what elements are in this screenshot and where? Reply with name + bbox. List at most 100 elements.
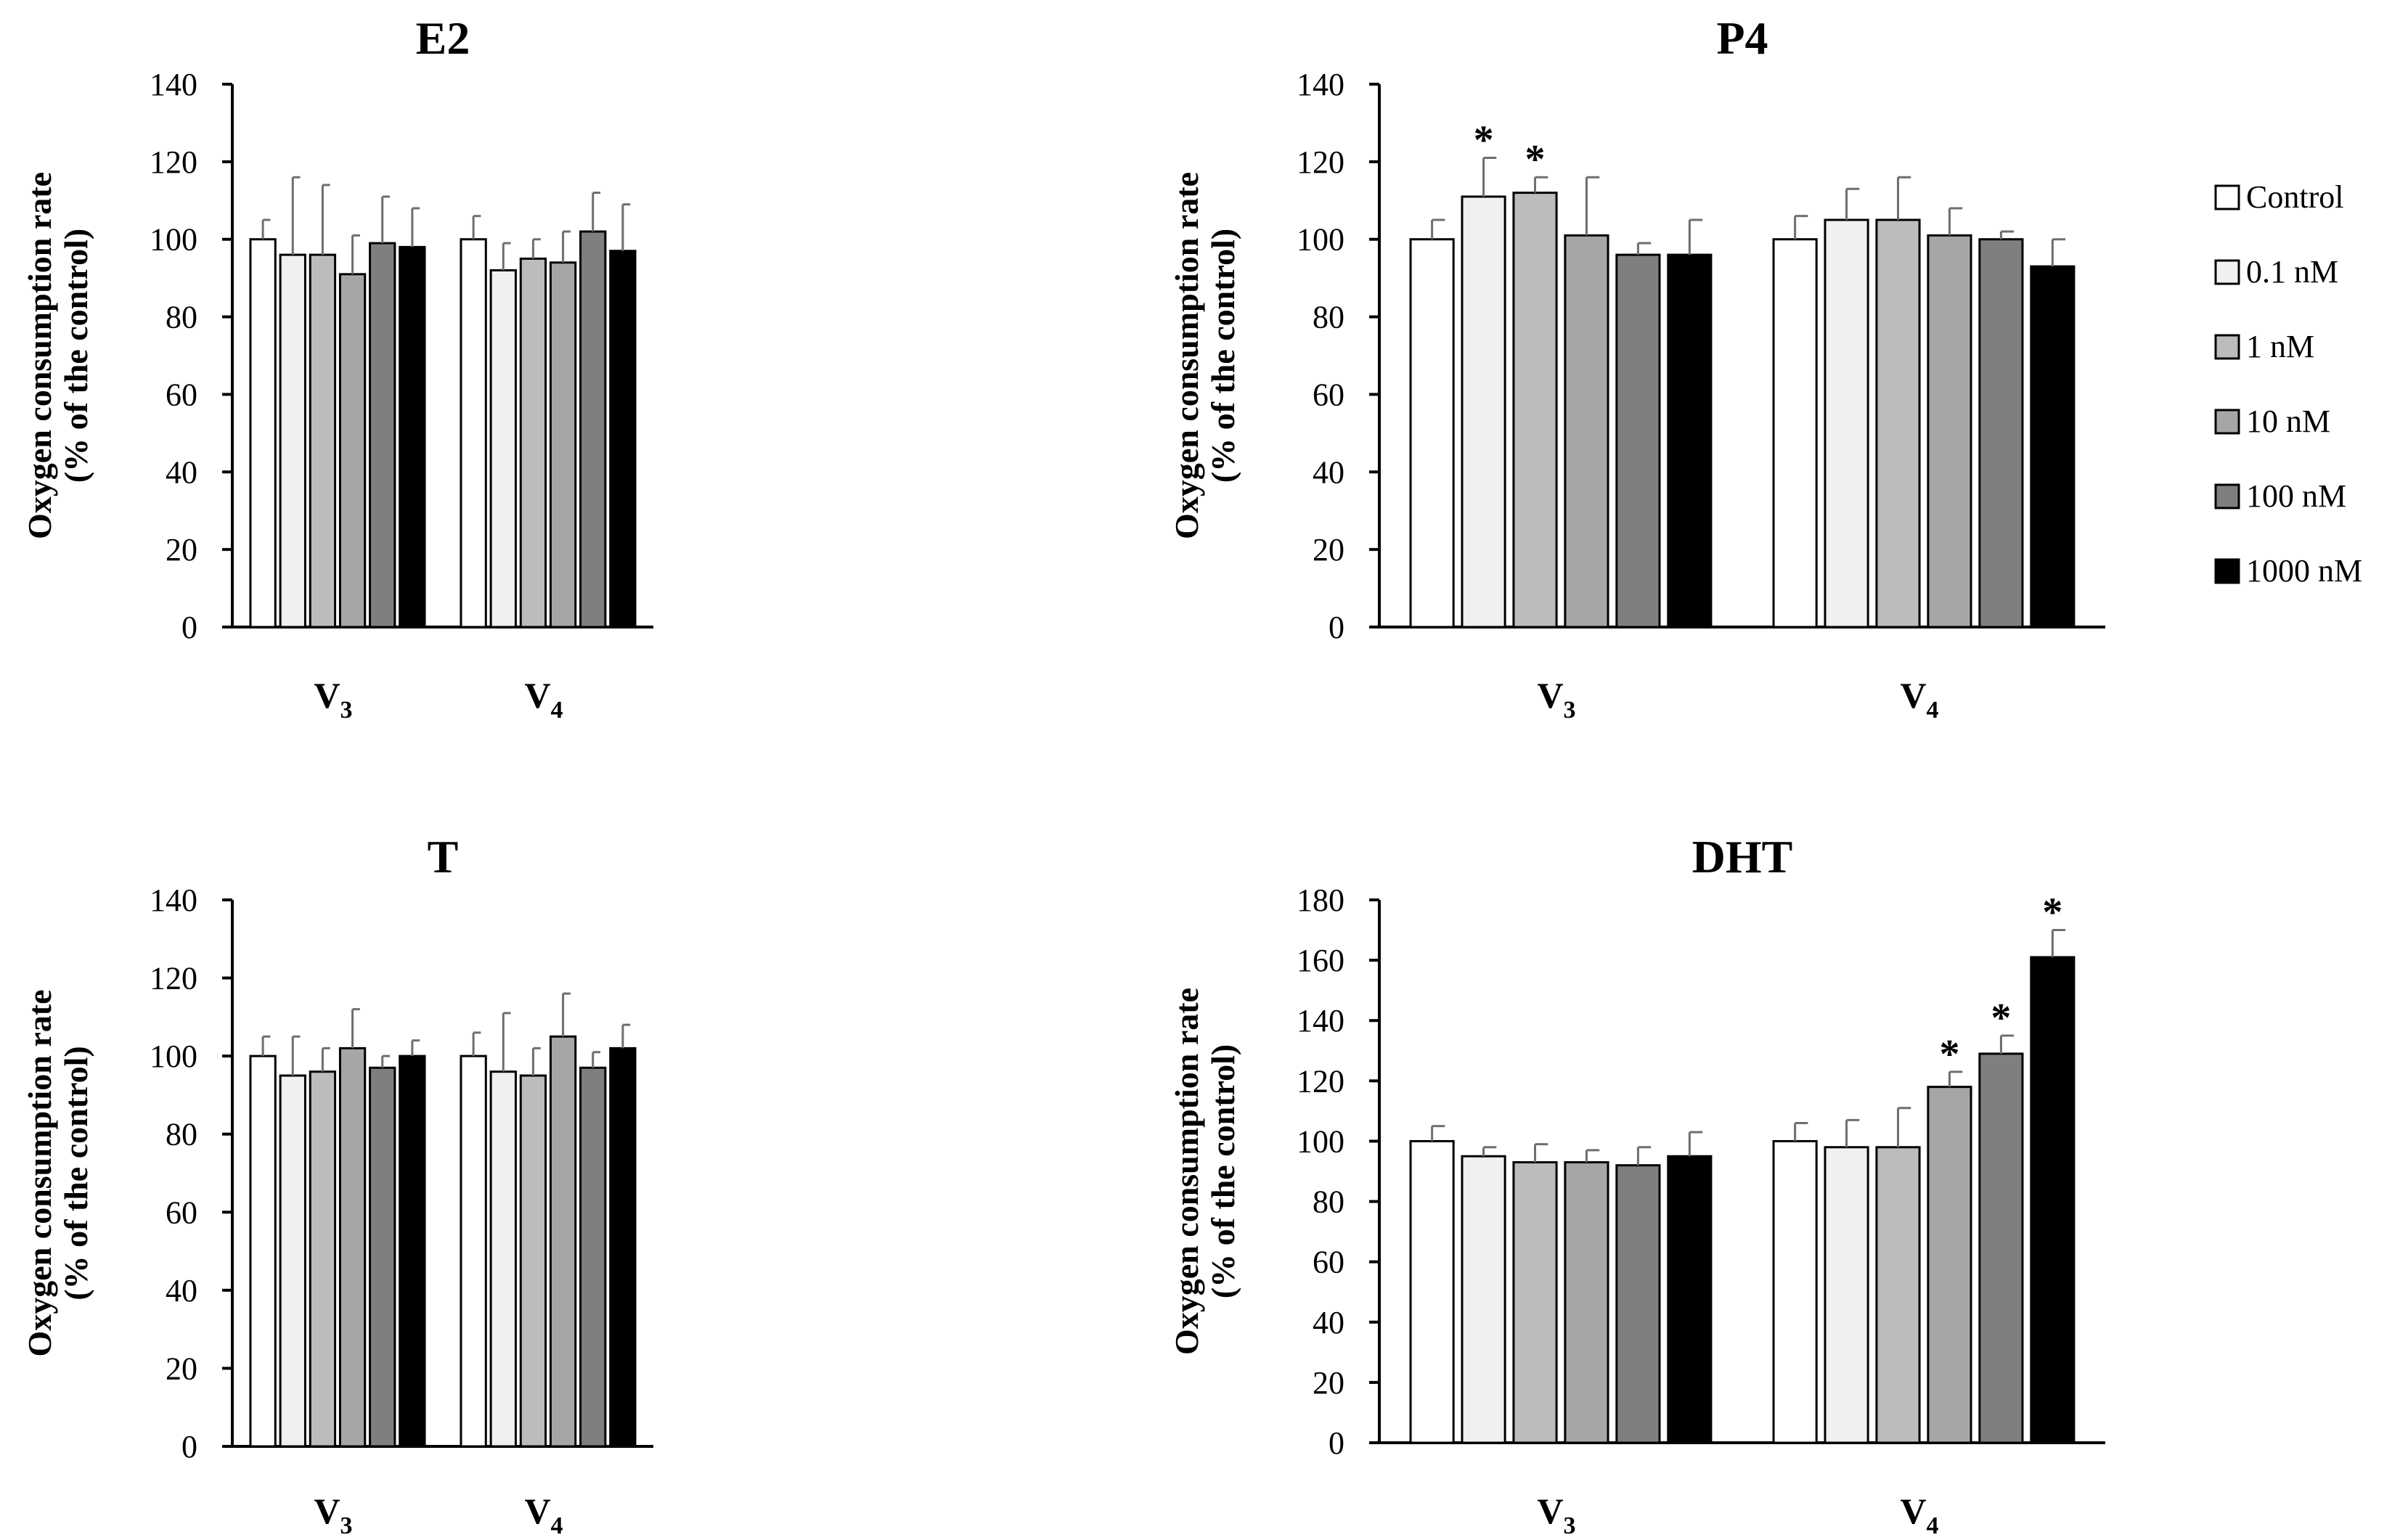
y-axis-label: Oxygen consumption rate (1168, 172, 1205, 539)
chart-title: DHT (1692, 831, 1793, 882)
legend-swatch (2214, 558, 2240, 584)
y-tick-label: 120 (150, 144, 197, 180)
legend-label: 1000 nM (2246, 553, 2362, 589)
y-tick-label: 180 (1297, 882, 1344, 918)
y-tick-label: 80 (166, 1117, 197, 1152)
bar (1927, 1086, 1972, 1444)
y-tick-label: 100 (150, 222, 197, 258)
significance-marker: * (1939, 1032, 1959, 1077)
significance-marker: * (1991, 996, 2011, 1041)
panel-p4: P4 Oxygen consumption rate (% of the con… (1168, 12, 2105, 724)
bar (549, 261, 577, 628)
y-axis-label-line2: (% of the control) (57, 229, 94, 483)
legend-label: 100 nM (2246, 478, 2346, 514)
bar (338, 273, 367, 628)
legend-label: 0.1 nM (2246, 254, 2338, 290)
bar (1564, 1161, 1609, 1444)
bar (1772, 238, 1818, 628)
y-tick-label: 40 (1313, 454, 1344, 490)
chart-title: E2 (416, 12, 470, 64)
y-tick-label: 80 (1313, 300, 1344, 335)
y-tick-label: 100 (150, 1039, 197, 1074)
bar (2030, 956, 2076, 1444)
legend-label: 1 nM (2246, 329, 2314, 364)
category-label: V4 (1900, 1491, 1938, 1539)
y-tick-label: 0 (1329, 1425, 1344, 1461)
y-tick-label: 80 (166, 300, 197, 335)
significance-marker: * (1525, 137, 1546, 182)
y-axis-label-line2: (% of the control) (1204, 229, 1241, 483)
bar (369, 242, 396, 628)
bar (1824, 218, 1869, 628)
bar (309, 1070, 337, 1448)
legend: Control 0.1 nM 1 nM 10 nM 100 nM 1000 nM (2214, 179, 2362, 589)
panel-t: T Oxygen consumption rate (% of the cont… (21, 831, 653, 1539)
bar (249, 1054, 277, 1448)
bar (519, 1074, 547, 1448)
bar (489, 269, 517, 628)
bar (1409, 1139, 1455, 1444)
y-tick-label: 140 (1297, 67, 1344, 102)
category-label: V3 (314, 675, 352, 724)
y-tick-label: 120 (1297, 1063, 1344, 1099)
y-tick-label: 140 (150, 67, 197, 102)
bar (1667, 1155, 1713, 1444)
category-label: V4 (1900, 675, 1938, 724)
bar (1615, 1164, 1661, 1444)
y-tick-label: 140 (1297, 1003, 1344, 1039)
legend-swatch (2214, 259, 2240, 285)
y-tick-label: 100 (1297, 1123, 1344, 1159)
y-tick-label: 100 (1297, 222, 1344, 258)
bar (489, 1070, 517, 1448)
chart-title: T (428, 831, 459, 882)
y-axis-label: Oxygen consumption rate (21, 990, 58, 1357)
chart-title: P4 (1716, 12, 1768, 64)
y-tick-label: 0 (181, 610, 197, 645)
y-tick-label: 60 (166, 1195, 197, 1230)
bar (1512, 192, 1558, 628)
bar (1461, 1155, 1506, 1444)
bar (1875, 1146, 1921, 1444)
category-label: V4 (524, 675, 563, 724)
y-axis-label-line2: (% of the control) (57, 1046, 94, 1300)
bar (1978, 1052, 2024, 1444)
y-tick-label: 60 (1313, 1245, 1344, 1280)
bar (1461, 195, 1506, 628)
bar (369, 1066, 396, 1448)
bar (1512, 1161, 1558, 1444)
category-label: V3 (1537, 1491, 1575, 1539)
y-tick-label: 60 (1313, 377, 1344, 412)
bar (1875, 218, 1921, 628)
bar (399, 1054, 426, 1448)
y-tick-label: 80 (1313, 1184, 1344, 1220)
y-tick-label: 120 (1297, 144, 1344, 180)
legend-swatch (2214, 409, 2240, 435)
y-tick-label: 20 (1313, 1365, 1344, 1401)
bar (579, 230, 607, 628)
y-axis-label-line2: (% of the control) (1204, 1044, 1241, 1298)
bar (1927, 234, 1972, 628)
bar (460, 1054, 487, 1448)
panel-e2: E2 Oxygen consumption rate (% of the con… (21, 12, 653, 724)
y-tick-label: 40 (166, 1273, 197, 1308)
y-tick-label: 160 (1297, 943, 1344, 978)
y-tick-label: 40 (166, 454, 197, 490)
bar (1409, 238, 1455, 628)
bar (579, 1066, 607, 1448)
bar (609, 1047, 637, 1448)
bar (279, 1074, 306, 1448)
y-tick-label: 0 (1329, 610, 1344, 645)
y-tick-label: 0 (181, 1429, 197, 1465)
y-tick-label: 20 (1313, 532, 1344, 568)
y-tick-label: 40 (1313, 1305, 1344, 1340)
y-tick-label: 140 (150, 882, 197, 918)
bar (549, 1035, 577, 1448)
legend-swatch (2214, 483, 2240, 509)
category-label: V3 (314, 1491, 352, 1539)
bar (519, 257, 547, 628)
bar (2030, 265, 2076, 628)
category-label: V4 (524, 1491, 563, 1539)
bar (460, 238, 487, 628)
significance-marker: * (1474, 118, 1494, 163)
